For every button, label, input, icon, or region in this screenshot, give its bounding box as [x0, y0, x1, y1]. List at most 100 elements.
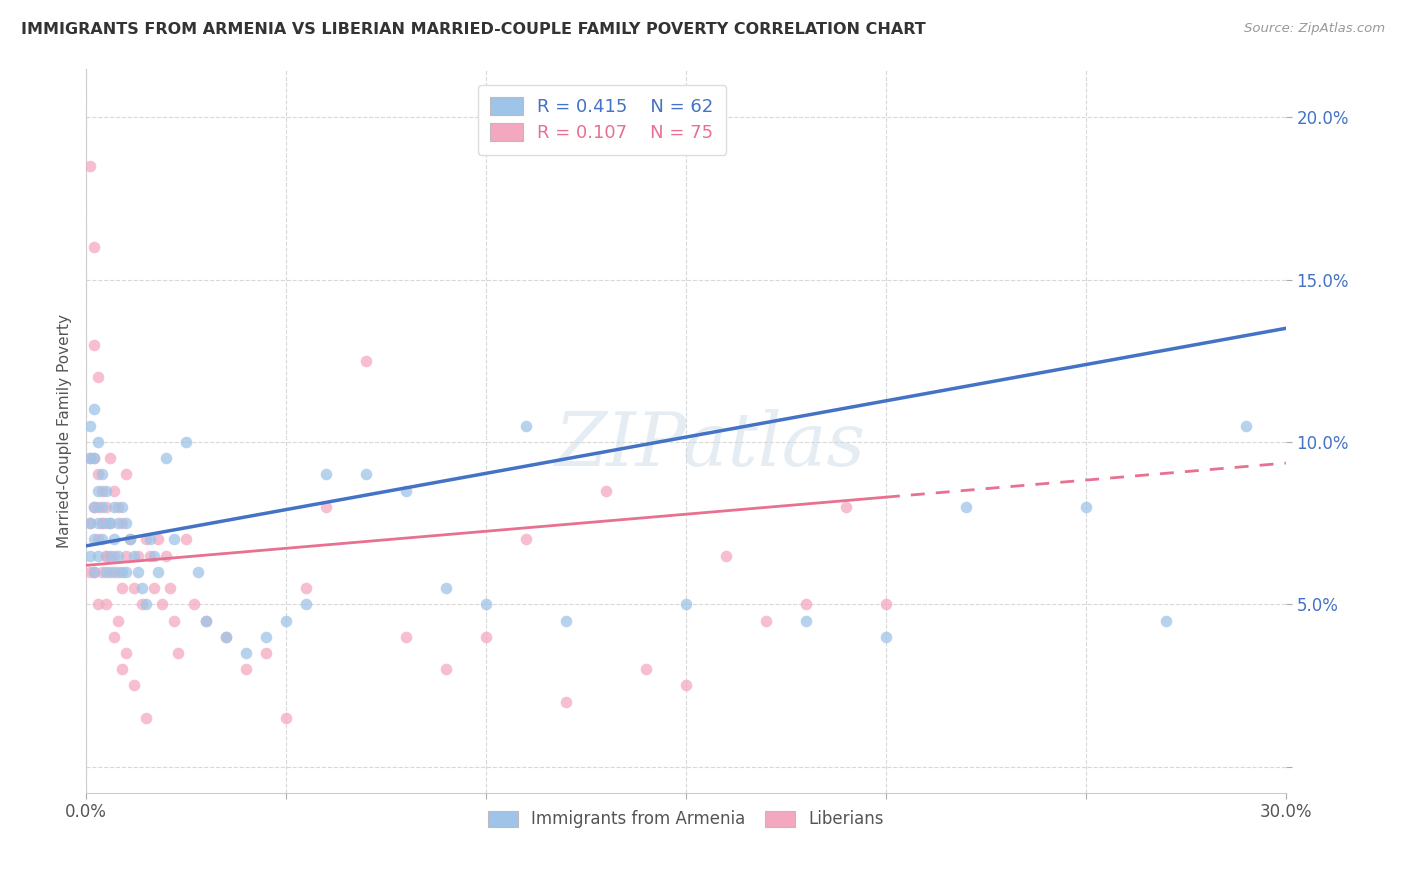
Point: [83, 240, 105, 254]
Point: [107, 565, 129, 579]
Point: [274, 614, 297, 628]
Point: [98, 516, 121, 530]
Point: [79, 516, 101, 530]
Point: [150, 597, 173, 611]
Point: [835, 500, 858, 514]
Text: IMMIGRANTS FROM ARMENIA VS LIBERIAN MARRIED-COUPLE FAMILY POVERTY CORRELATION CH: IMMIGRANTS FROM ARMENIA VS LIBERIAN MARR…: [21, 22, 925, 37]
Point: [83, 533, 105, 547]
Point: [434, 662, 457, 676]
Point: [254, 630, 277, 644]
Point: [107, 614, 129, 628]
Point: [274, 711, 297, 725]
Point: [98, 565, 121, 579]
Point: [1154, 614, 1177, 628]
Point: [79, 565, 101, 579]
Point: [83, 500, 105, 514]
Point: [111, 581, 134, 595]
Point: [215, 630, 238, 644]
Point: [83, 500, 105, 514]
Point: [91, 516, 114, 530]
Point: [475, 597, 498, 611]
Point: [395, 630, 418, 644]
Point: [143, 549, 166, 563]
Point: [174, 533, 197, 547]
Point: [103, 549, 125, 563]
Point: [395, 483, 418, 498]
Point: [98, 451, 121, 466]
Point: [174, 434, 197, 449]
Point: [120, 533, 142, 547]
Point: [91, 483, 114, 498]
Point: [87, 597, 110, 611]
Point: [555, 695, 578, 709]
Point: [94, 500, 117, 514]
Point: [94, 565, 117, 579]
Point: [91, 516, 114, 530]
Point: [115, 467, 138, 482]
Point: [83, 451, 105, 466]
Point: [135, 533, 157, 547]
Point: [122, 581, 145, 595]
Point: [87, 533, 110, 547]
Point: [94, 483, 117, 498]
Text: ZIPatlas: ZIPatlas: [554, 409, 866, 482]
Point: [115, 646, 138, 660]
Point: [515, 418, 537, 433]
Point: [183, 597, 205, 611]
Point: [167, 646, 190, 660]
Point: [794, 614, 817, 628]
Point: [79, 549, 101, 563]
Point: [354, 467, 377, 482]
Point: [131, 597, 153, 611]
Point: [875, 597, 897, 611]
Point: [159, 581, 181, 595]
Point: [83, 451, 105, 466]
Point: [79, 159, 101, 173]
Point: [94, 549, 117, 563]
Point: [87, 516, 110, 530]
Point: [83, 337, 105, 351]
Point: [103, 483, 125, 498]
Point: [103, 533, 125, 547]
Point: [195, 614, 218, 628]
Point: [91, 565, 114, 579]
Point: [94, 549, 117, 563]
Point: [254, 646, 277, 660]
Point: [120, 533, 142, 547]
Point: [595, 483, 617, 498]
Point: [163, 614, 186, 628]
Point: [127, 549, 149, 563]
Point: [755, 614, 778, 628]
Point: [87, 434, 110, 449]
Point: [91, 533, 114, 547]
Point: [83, 565, 105, 579]
Point: [714, 549, 737, 563]
Point: [146, 565, 169, 579]
Point: [94, 597, 117, 611]
Point: [634, 662, 657, 676]
Point: [87, 370, 110, 384]
Point: [235, 662, 257, 676]
Point: [103, 500, 125, 514]
Point: [675, 678, 697, 692]
Point: [79, 418, 101, 433]
Point: [139, 549, 162, 563]
Point: [98, 549, 121, 563]
Point: [875, 630, 897, 644]
Point: [87, 483, 110, 498]
Point: [1074, 500, 1097, 514]
Point: [515, 533, 537, 547]
Legend: Immigrants from Armenia, Liberians: Immigrants from Armenia, Liberians: [481, 804, 891, 835]
Point: [163, 533, 186, 547]
Point: [107, 500, 129, 514]
Point: [1234, 418, 1257, 433]
Point: [215, 630, 238, 644]
Point: [98, 516, 121, 530]
Point: [115, 565, 138, 579]
Point: [187, 565, 209, 579]
Point: [122, 549, 145, 563]
Point: [955, 500, 977, 514]
Point: [122, 678, 145, 692]
Point: [143, 581, 166, 595]
Point: [91, 467, 114, 482]
